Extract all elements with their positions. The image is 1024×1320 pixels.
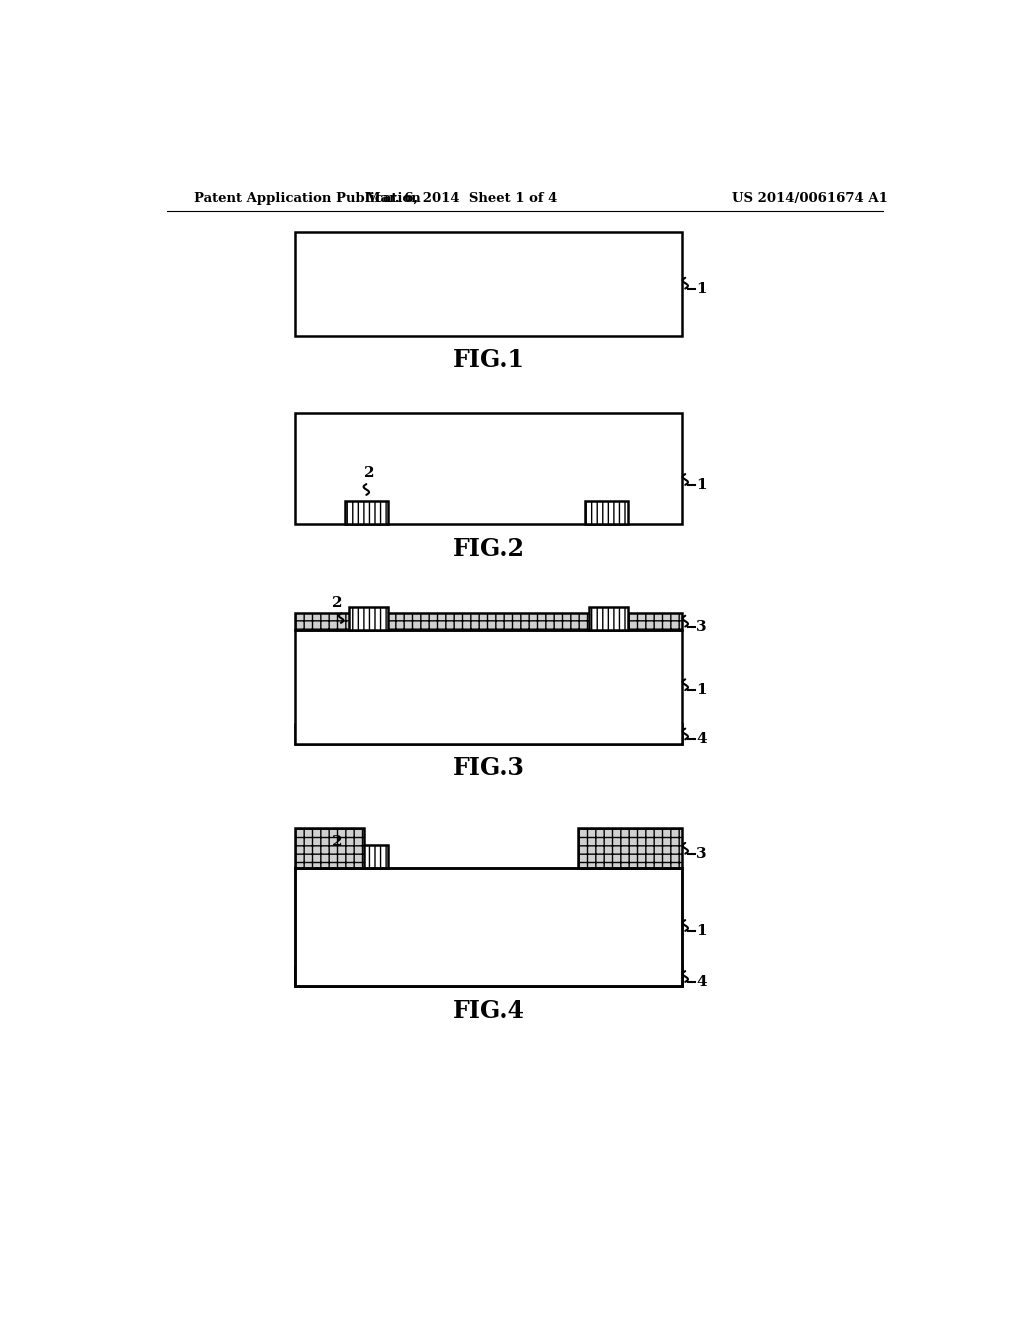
Bar: [295, 725, 682, 743]
Bar: [295, 829, 365, 869]
Text: 4: 4: [696, 975, 707, 989]
Text: 2: 2: [332, 597, 342, 610]
Text: 4: 4: [696, 733, 707, 746]
Bar: [349, 845, 388, 869]
Text: Patent Application Publication: Patent Application Publication: [194, 191, 421, 205]
Text: FIG.1: FIG.1: [453, 348, 524, 372]
Bar: [578, 829, 682, 869]
Bar: [295, 630, 682, 743]
Text: FIG.2: FIG.2: [453, 537, 524, 561]
Bar: [295, 231, 682, 335]
Bar: [586, 502, 628, 524]
Text: 3: 3: [696, 619, 707, 634]
Text: FIG.4: FIG.4: [453, 999, 524, 1023]
Text: 1: 1: [696, 682, 707, 697]
Bar: [349, 607, 388, 630]
Text: US 2014/0061674 A1: US 2014/0061674 A1: [732, 191, 889, 205]
Bar: [589, 845, 628, 869]
Bar: [295, 869, 682, 986]
Bar: [345, 502, 388, 524]
Text: 1: 1: [696, 478, 707, 492]
Text: 1: 1: [696, 924, 707, 939]
Text: 2: 2: [364, 466, 375, 480]
Text: 1: 1: [696, 281, 707, 296]
Bar: [295, 413, 682, 524]
Bar: [295, 869, 682, 986]
Text: Mar. 6, 2014  Sheet 1 of 4: Mar. 6, 2014 Sheet 1 of 4: [366, 191, 557, 205]
Text: 3: 3: [696, 846, 707, 861]
Text: 2: 2: [332, 836, 342, 849]
Bar: [295, 612, 682, 630]
Text: FIG.3: FIG.3: [453, 756, 524, 780]
Bar: [295, 966, 682, 986]
Bar: [589, 607, 628, 630]
